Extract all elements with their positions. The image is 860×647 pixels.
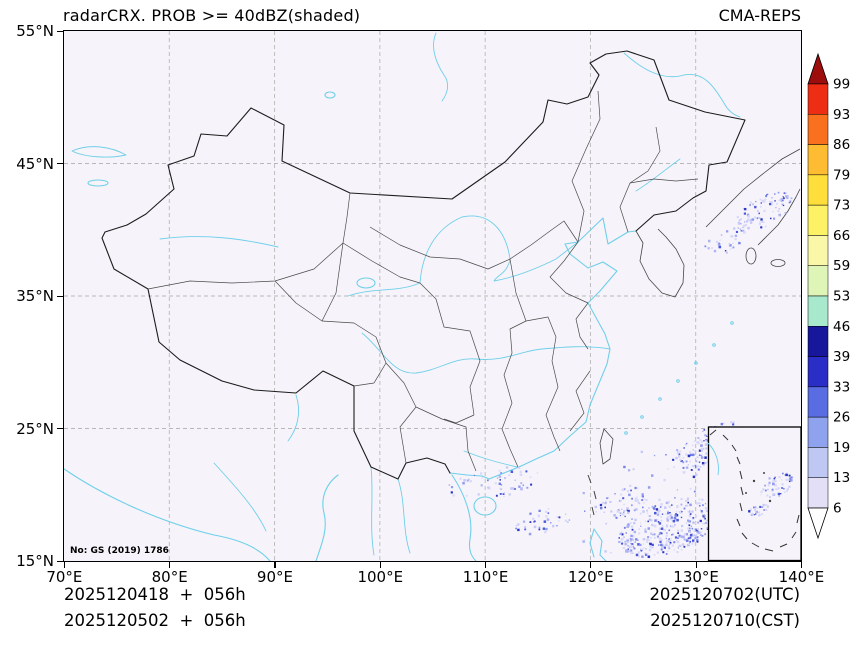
pearl-river bbox=[463, 450, 518, 468]
qinghai-lake bbox=[356, 277, 376, 289]
amur-river bbox=[623, 52, 741, 118]
inset-islands bbox=[745, 472, 772, 503]
x-tick-label: 120°E bbox=[568, 568, 614, 586]
y-tick-label: 45°N bbox=[16, 154, 54, 173]
x-tick-label: 100°E bbox=[357, 568, 404, 586]
init-time-utc-label: 2025120418 + 056h bbox=[64, 585, 246, 604]
colorbar-label: 86 bbox=[833, 137, 850, 153]
y-tick-label: 15°N bbox=[16, 552, 54, 571]
yellow-river bbox=[347, 215, 579, 297]
myanmar-coast bbox=[315, 474, 339, 561]
inset-nine-dash-line bbox=[709, 429, 800, 552]
brahmaputra-river bbox=[287, 394, 299, 442]
colorbar-label: 79 bbox=[833, 167, 850, 183]
x-tick-mark bbox=[484, 561, 487, 568]
china-national-boundary bbox=[101, 50, 746, 480]
x-tick-label: 70°E bbox=[46, 568, 83, 586]
hainan-island bbox=[473, 496, 497, 516]
chart-title: radarCRX. PROB >= 40dBZ(shaded) bbox=[63, 6, 361, 25]
tarim-river bbox=[159, 236, 279, 248]
y-tick-mark bbox=[57, 295, 63, 297]
songhua-river bbox=[635, 158, 681, 192]
ryukyu-islands bbox=[624, 321, 734, 435]
y-tick-mark bbox=[57, 30, 63, 32]
lake-baikal-edge bbox=[433, 32, 449, 102]
model-name-label: CMA-REPS bbox=[718, 6, 801, 25]
x-tick-mark bbox=[169, 561, 171, 568]
taiwan-island bbox=[599, 428, 614, 465]
x-tick-label: 90°E bbox=[256, 568, 293, 586]
x-tick-mark bbox=[63, 561, 65, 568]
map-plot-area: No: GS (2019) 1786 bbox=[63, 30, 802, 562]
colorbar-label: 73 bbox=[833, 198, 850, 214]
gridlines bbox=[64, 31, 801, 561]
uvs-lake bbox=[324, 91, 336, 99]
inset-vietnam-coast bbox=[707, 442, 719, 476]
colorbar-label: 93 bbox=[833, 107, 850, 123]
x-tick-label: 130°E bbox=[673, 568, 719, 586]
colorbar-label: 59 bbox=[833, 258, 850, 274]
y-tick-label: 55°N bbox=[16, 22, 54, 41]
x-tick-mark bbox=[274, 561, 276, 568]
irrawaddy-river bbox=[370, 466, 375, 556]
mekong-river bbox=[397, 478, 411, 554]
colorbar-label: 6 bbox=[833, 501, 842, 517]
colorbar-label: 46 bbox=[833, 319, 850, 335]
japan-shikoku bbox=[770, 259, 786, 267]
boundary-layer bbox=[101, 50, 746, 480]
y-tick-label: 35°N bbox=[16, 287, 54, 306]
luzon-coast bbox=[589, 528, 607, 561]
colorbar-label: 66 bbox=[833, 228, 850, 244]
colorbar-label: 13 bbox=[833, 470, 850, 486]
x-tick-label: 140°E bbox=[778, 568, 825, 586]
colorbar-label: 19 bbox=[833, 440, 850, 456]
colorbar-label: 53 bbox=[833, 289, 850, 305]
south-china-sea-inset bbox=[707, 426, 801, 561]
x-tick-mark bbox=[695, 561, 697, 568]
valid-time-cst-label: 2025120710(CST) bbox=[650, 611, 800, 630]
init-time-cst-label: 2025120502 + 056h bbox=[64, 611, 246, 630]
colorbar-label: 33 bbox=[833, 379, 850, 395]
colorbar-label: 39 bbox=[833, 349, 850, 365]
y-tick-mark bbox=[57, 560, 63, 562]
colorbar-label: 26 bbox=[833, 410, 850, 426]
russia-coast bbox=[705, 148, 801, 228]
inset-probability-shading-cells bbox=[748, 472, 793, 517]
issyk-kul-lake bbox=[87, 179, 109, 187]
dash-line-segments bbox=[587, 474, 597, 516]
yangtze-river bbox=[361, 332, 611, 374]
lake-balkhash bbox=[71, 146, 127, 158]
valid-time-utc-label: 2025120702(UTC) bbox=[649, 585, 800, 604]
x-tick-label: 110°E bbox=[462, 568, 509, 586]
bay-of-bengal-coast bbox=[64, 468, 271, 561]
japan-honshu bbox=[757, 188, 801, 246]
province-boundary-layer bbox=[147, 90, 699, 472]
coastline-river-layer bbox=[64, 32, 741, 561]
y-tick-mark bbox=[57, 428, 63, 430]
x-tick-mark bbox=[590, 561, 592, 568]
colorbar-label: 99 bbox=[833, 77, 850, 93]
foreign-coast-layer bbox=[587, 148, 801, 516]
ganges-river bbox=[213, 462, 267, 532]
x-tick-mark bbox=[800, 561, 802, 568]
japan-kyushu bbox=[745, 247, 757, 265]
map-license: No: GS (2019) 1786 bbox=[70, 546, 169, 556]
x-tick-mark bbox=[379, 561, 381, 568]
vietnam-coast bbox=[451, 474, 477, 561]
y-tick-mark bbox=[57, 163, 63, 165]
colorbar: 99 93 86 79 73 66 59 53 46 39 33 26 19 13 6 bbox=[807, 52, 850, 540]
korea-peninsula bbox=[635, 228, 685, 298]
x-tick-label: 80°E bbox=[151, 568, 188, 586]
y-tick-label: 25°N bbox=[16, 419, 54, 438]
china-map bbox=[64, 31, 801, 561]
